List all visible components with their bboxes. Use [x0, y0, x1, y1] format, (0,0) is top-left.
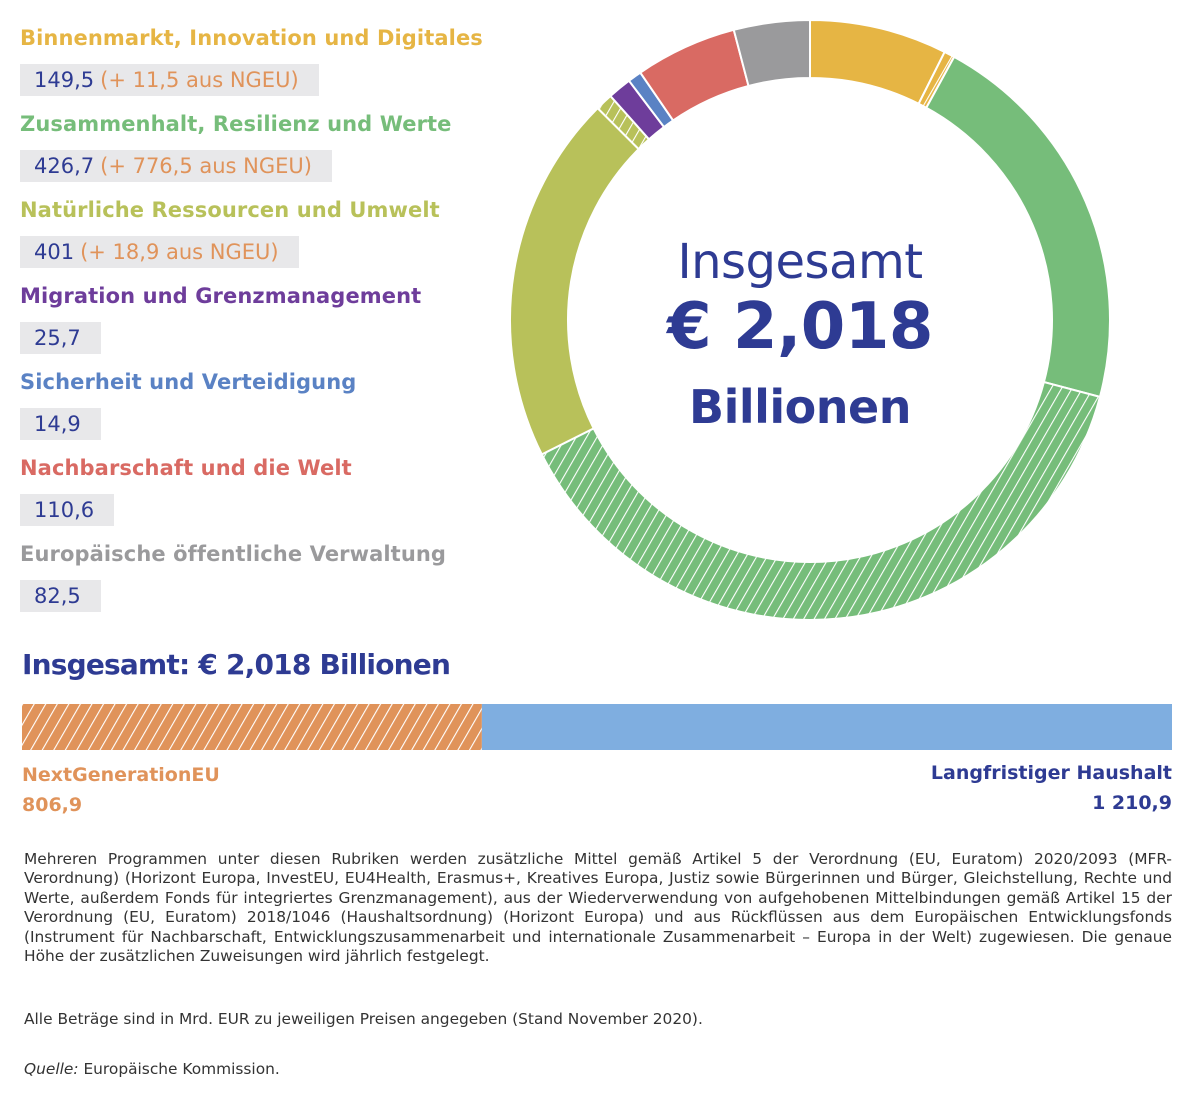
- legend-value-box: 14,9: [20, 408, 101, 440]
- legend-title: Europäische öffentliche Verwaltung: [20, 542, 447, 566]
- footnote-programmes: Mehreren Programmen unter diesen Rubrike…: [24, 850, 1172, 966]
- legend-title: Sicherheit und Verteidigung: [20, 370, 357, 394]
- donut-segment-mfr-6: [732, 18, 811, 88]
- total-heading: Insgesamt: € 2,018 Billionen: [22, 648, 451, 681]
- mfr-label: Langfristiger Haushalt: [930, 762, 1172, 784]
- legend-ngeu-value: (+ 18,9 aus NGEU): [80, 240, 279, 264]
- legend-ngeu-value: (+ 776,5 aus NGEU): [100, 154, 312, 178]
- donut-chart: [509, 18, 1111, 621]
- legend-title: Zusammenhalt, Resilienz und Werte: [20, 112, 452, 136]
- source-text: Europäische Kommission.: [78, 1060, 280, 1078]
- legend-value: 426,7: [34, 154, 95, 178]
- legend-value: 82,5: [34, 584, 81, 608]
- mfr-value: 1 210,9: [1092, 792, 1172, 814]
- legend-value-box: 401 (+ 18,9 aus NGEU): [20, 236, 299, 268]
- legend-title: Migration und Grenzmanagement: [20, 284, 422, 308]
- legend-value: 401: [34, 240, 75, 264]
- footnote-source: Quelle: Europäische Kommission.: [24, 1060, 1172, 1079]
- bar-segment-ngeu-hatch: [22, 704, 482, 750]
- ngeu-value: 806,9: [22, 794, 83, 816]
- donut-segment-ngeu-hatch-0: [918, 51, 955, 108]
- legend-value-box: 25,7: [20, 322, 101, 354]
- legend-item-binnenmarkt: Binnenmarkt, Innovation und Digitales 14…: [20, 26, 483, 96]
- legend-title: Nachbarschaft und die Welt: [20, 456, 352, 480]
- ngeu-label: NextGenerationEU: [22, 764, 220, 786]
- legend-value-box: 82,5: [20, 580, 101, 612]
- legend-item-verwaltung: Europäische öffentliche Verwaltung 82,5: [20, 542, 447, 612]
- legend-value-box: 149,5 (+ 11,5 aus NGEU): [20, 64, 319, 96]
- bar-segment-mfr: [481, 704, 1172, 750]
- legend-title: Natürliche Ressourcen und Umwelt: [20, 198, 440, 222]
- legend-item-sicherheit: Sicherheit und Verteidigung 14,9: [20, 370, 357, 440]
- legend-item-zusammenhalt: Zusammenhalt, Resilienz und Werte 426,7(…: [20, 112, 452, 182]
- legend-value-box: 426,7 (+ 776,5 aus NGEU): [20, 150, 332, 182]
- legend-value: 25,7: [34, 326, 81, 350]
- center-total-value: € 2,018: [667, 290, 933, 364]
- legend-value-box: 110,6: [20, 494, 115, 526]
- legend-item-nachbarschaft: Nachbarschaft und die Welt 110,6: [20, 456, 352, 526]
- legend-value: 110,6: [34, 498, 95, 522]
- center-total-unit: Billionen: [689, 380, 911, 434]
- legend-value: 14,9: [34, 412, 81, 436]
- source-label: Quelle:: [24, 1060, 79, 1078]
- footnote-prices: Alle Beträge sind in Mrd. EUR zu jeweili…: [24, 1010, 703, 1028]
- donut-segment-ngeu-hatch-1: [541, 382, 1100, 621]
- legend-ngeu-value: (+ 11,5 aus NGEU): [100, 68, 299, 92]
- legend-item-migration: Migration und Grenzmanagement 25,7: [20, 284, 422, 354]
- donut-segment-ngeu-hatch-2: [597, 95, 650, 150]
- legend-item-ressourcen: Natürliche Ressourcen und Umwelt 401 (+ 1…: [20, 198, 440, 268]
- stacked-bar-chart: [22, 704, 1172, 750]
- legend-title: Binnenmarkt, Innovation und Digitales: [20, 26, 483, 50]
- legend-value: 149,5: [34, 68, 95, 92]
- center-total-label: Insgesamt: [677, 234, 923, 290]
